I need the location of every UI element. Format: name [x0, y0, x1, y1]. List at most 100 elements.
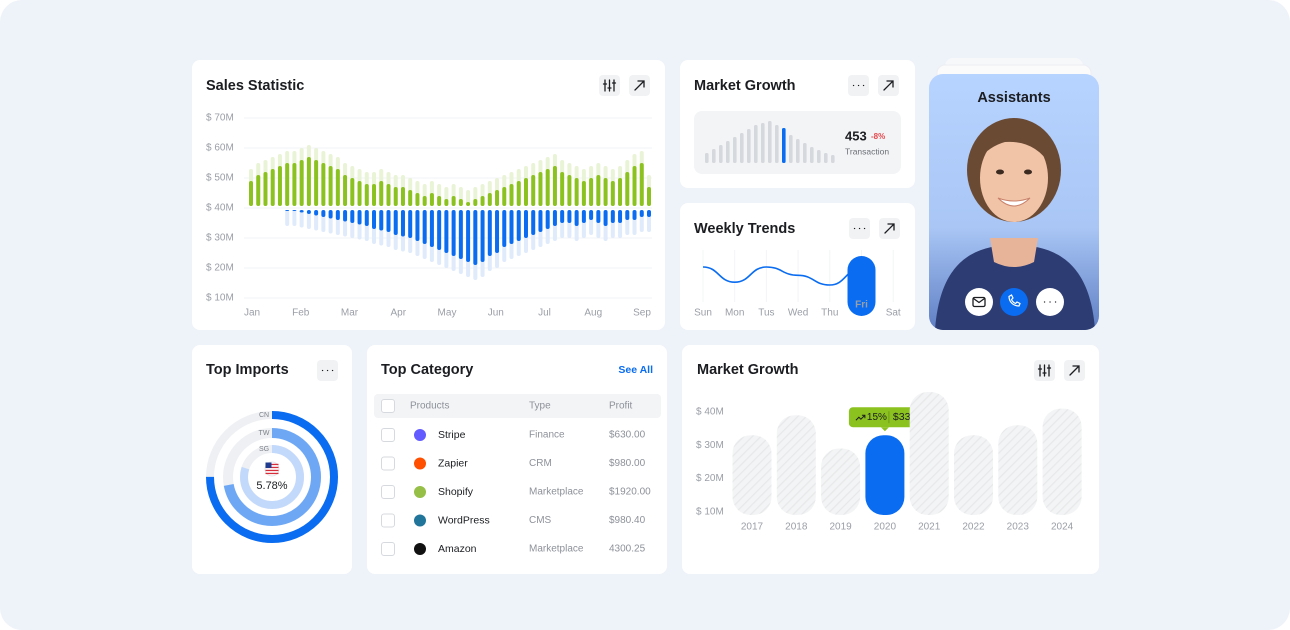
bar — [581, 181, 586, 206]
filter-button[interactable] — [1034, 360, 1055, 381]
bar — [451, 196, 456, 206]
see-all[interactable]: See All — [618, 364, 653, 376]
trend-icon — [855, 414, 866, 421]
open-button[interactable] — [1064, 360, 1085, 381]
x-tick-label: 2023 — [1007, 522, 1030, 533]
bar — [761, 123, 765, 163]
bar — [545, 169, 550, 206]
open-button[interactable] — [878, 75, 899, 96]
bar — [321, 210, 326, 217]
x-tick-label: Sat — [886, 308, 901, 319]
filter-button[interactable] — [599, 75, 620, 96]
bar — [357, 210, 362, 225]
bar — [393, 187, 398, 206]
y-tick-label: $ 70M — [206, 113, 234, 124]
trend-line — [702, 266, 862, 286]
x-tick-label: Apr — [390, 308, 406, 319]
product-logo — [414, 543, 426, 555]
bar — [270, 169, 275, 206]
y-tick-label: $ 40M — [696, 407, 724, 418]
flag-stripe — [265, 469, 279, 472]
product-name: Amazon — [438, 543, 477, 555]
mail-button[interactable] — [965, 288, 993, 316]
table-cell: Marketplace — [529, 544, 584, 555]
bar — [625, 172, 630, 206]
call-button[interactable] — [1000, 288, 1028, 316]
column-header: Profit — [609, 401, 633, 412]
flag-stripe — [265, 463, 279, 466]
bar — [466, 202, 471, 206]
bar — [954, 435, 993, 515]
checkbox[interactable] — [381, 428, 395, 442]
checkbox[interactable] — [381, 456, 395, 471]
bar — [466, 210, 471, 262]
bar — [782, 128, 786, 163]
bar — [473, 210, 478, 265]
y-tick-label: $ 60M — [206, 143, 234, 154]
checkbox[interactable] — [381, 485, 395, 499]
bar — [306, 210, 311, 214]
bar — [487, 193, 492, 206]
bar — [473, 199, 478, 206]
ring — [206, 411, 338, 543]
product-logo — [414, 514, 426, 527]
table-cell: $630.00 — [609, 430, 646, 441]
bar — [263, 172, 268, 206]
bar — [574, 178, 579, 206]
bar — [292, 210, 297, 211]
bar — [285, 210, 290, 226]
table-cell: $980.40 — [609, 515, 646, 526]
bar — [408, 210, 413, 238]
more-button[interactable] — [317, 360, 338, 381]
bar — [502, 187, 507, 206]
bar — [821, 448, 861, 515]
ring-label: TW — [259, 430, 270, 437]
x-tick-label: Fri — [855, 300, 868, 311]
bar — [400, 210, 405, 237]
bar — [1042, 408, 1082, 515]
more-button[interactable] — [1036, 288, 1064, 316]
bar — [596, 210, 601, 223]
x-tick-label: Jul — [538, 308, 551, 319]
table-cell: $980.00 — [609, 458, 646, 469]
tooltip-change: 15% — [867, 412, 887, 423]
bar — [364, 184, 369, 206]
more-button[interactable] — [848, 75, 869, 96]
y-tick-label: $ 20M — [696, 473, 724, 484]
bar — [632, 210, 637, 220]
checkbox[interactable] — [381, 399, 395, 413]
bar — [299, 210, 304, 228]
card-title: Assistants — [977, 90, 1050, 106]
kpi-caption: Transaction — [845, 146, 889, 156]
checkbox[interactable] — [381, 513, 395, 528]
bar — [458, 210, 463, 259]
bar — [647, 210, 651, 217]
bar — [596, 175, 601, 206]
bar — [531, 210, 536, 235]
card-title: Top Imports — [206, 362, 289, 378]
bar — [803, 143, 807, 163]
bar — [581, 210, 586, 223]
tooltip — [848, 407, 923, 428]
bar — [343, 175, 348, 206]
bar — [437, 210, 442, 250]
table-cell: Marketplace — [529, 487, 584, 498]
checkbox[interactable] — [381, 542, 395, 556]
bar — [285, 210, 290, 211]
bar — [560, 172, 565, 206]
bar — [523, 210, 528, 238]
ring-label: CN — [259, 412, 269, 419]
bar — [726, 141, 730, 163]
bar — [747, 129, 751, 163]
product-logo — [414, 486, 426, 498]
bar — [256, 175, 261, 206]
x-tick-label: Jan — [244, 308, 260, 319]
open-button[interactable] — [879, 218, 900, 239]
x-tick-label: Sep — [633, 308, 651, 319]
more-button[interactable] — [849, 218, 870, 239]
open-button[interactable] — [629, 75, 650, 96]
table-cell: 4300.25 — [609, 544, 646, 555]
bar — [647, 187, 651, 206]
x-tick-label: 2018 — [785, 522, 808, 533]
bar — [350, 210, 355, 223]
